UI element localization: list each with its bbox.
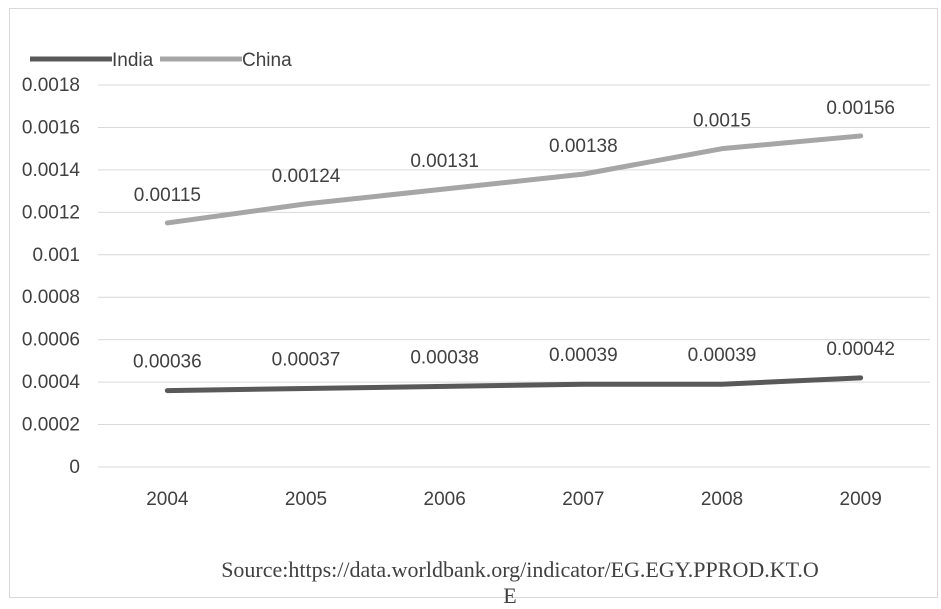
y-tick-label: 0 xyxy=(69,457,80,478)
legend-label-india: India xyxy=(112,50,154,71)
y-tick-label: 0.0012 xyxy=(22,202,80,223)
y-axis-ticks: 0 0.0002 0.0004 0.0006 0.0008 0.001 0.0012 0.00… xyxy=(22,75,81,478)
source-note: Source:https://data.worldbank.org/indica… xyxy=(20,557,941,583)
series-line-india xyxy=(167,378,860,391)
legend-label-china: China xyxy=(242,50,292,71)
data-label-china: 0.00156 xyxy=(826,98,895,119)
data-label-china: 0.00124 xyxy=(272,166,341,187)
y-tick-label: 0.0006 xyxy=(22,330,80,351)
data-label-china: 0.0015 xyxy=(693,111,751,132)
data-label-india: 0.00036 xyxy=(133,352,202,373)
line-chart: 0 0.0002 0.0004 0.0006 0.0008 0.001 0.0012 0.00… xyxy=(0,0,941,585)
y-tick-label: 0.0008 xyxy=(22,287,80,308)
y-tick-label: 0.0016 xyxy=(22,117,80,138)
data-label-china: 0.00138 xyxy=(549,136,618,157)
x-tick-label: 2005 xyxy=(285,489,327,510)
data-label-china: 0.00131 xyxy=(410,151,479,172)
data-label-india: 0.00038 xyxy=(410,347,479,368)
x-tick-label: 2008 xyxy=(701,489,743,510)
data-label-india: 0.00037 xyxy=(272,349,341,370)
data-label-india: 0.00039 xyxy=(549,345,618,366)
y-tick-label: 0.0002 xyxy=(22,415,80,436)
x-axis-ticks: 2004 2005 2006 2007 2008 2009 xyxy=(146,489,882,510)
legend: India China xyxy=(30,50,292,71)
x-tick-label: 2006 xyxy=(424,489,466,510)
y-tick-label: 0.001 xyxy=(32,245,80,266)
x-tick-label: 2009 xyxy=(840,489,882,510)
y-tick-label: 0.0014 xyxy=(22,160,81,181)
data-labels: 0.00036 0.00037 0.00038 0.00039 0.00039 0.000… xyxy=(133,98,895,373)
y-tick-label: 0.0018 xyxy=(22,75,80,96)
source-note-continuation: E xyxy=(10,583,941,609)
data-label-india: 0.00042 xyxy=(826,339,895,360)
x-tick-label: 2007 xyxy=(562,489,604,510)
data-label-china: 0.00115 xyxy=(134,185,201,206)
y-tick-label: 0.0004 xyxy=(22,372,81,393)
x-tick-label: 2004 xyxy=(146,489,189,510)
data-label-india: 0.00039 xyxy=(688,345,757,366)
